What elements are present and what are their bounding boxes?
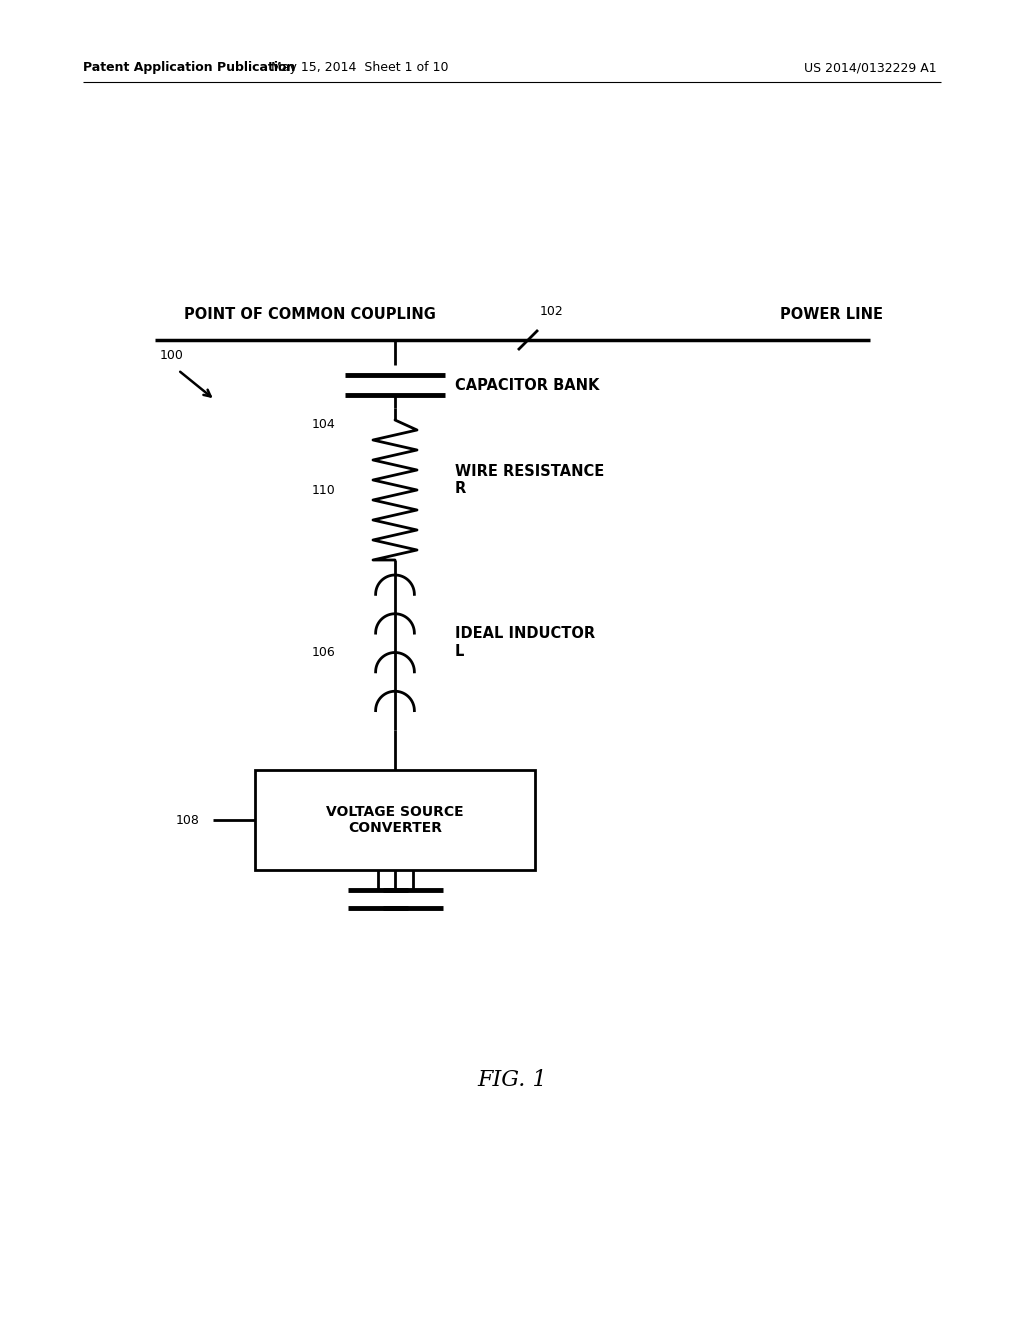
Text: 108: 108	[176, 813, 200, 826]
Text: 104: 104	[311, 418, 335, 432]
Text: May 15, 2014  Sheet 1 of 10: May 15, 2014 Sheet 1 of 10	[271, 62, 449, 74]
Text: POINT OF COMMON COUPLING: POINT OF COMMON COUPLING	[184, 308, 436, 322]
Text: 100: 100	[160, 348, 184, 362]
Text: FIG. 1: FIG. 1	[477, 1069, 547, 1092]
Text: POWER LINE: POWER LINE	[780, 308, 883, 322]
Text: US 2014/0132229 A1: US 2014/0132229 A1	[804, 62, 936, 74]
Text: 106: 106	[311, 645, 335, 659]
Text: 110: 110	[311, 483, 335, 496]
Text: CAPACITOR BANK: CAPACITOR BANK	[455, 378, 599, 392]
Text: WIRE RESISTANCE
R: WIRE RESISTANCE R	[455, 463, 604, 496]
Text: Patent Application Publication: Patent Application Publication	[83, 62, 295, 74]
Text: IDEAL INDUCTOR
L: IDEAL INDUCTOR L	[455, 626, 595, 659]
Bar	[255, 770, 535, 870]
Text: VOLTAGE SOURCE
CONVERTER: VOLTAGE SOURCE CONVERTER	[327, 805, 464, 836]
Text: 102: 102	[540, 305, 564, 318]
